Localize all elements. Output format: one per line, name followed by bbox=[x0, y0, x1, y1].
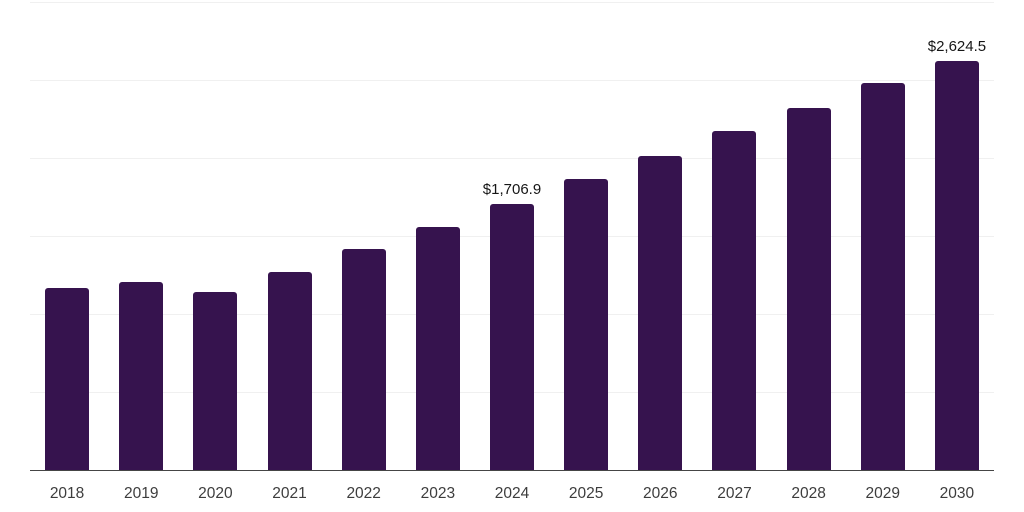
bar-2030 bbox=[934, 60, 979, 470]
bar-2020 bbox=[193, 292, 238, 470]
bar-2021 bbox=[267, 271, 312, 470]
x-axis-line bbox=[30, 470, 994, 471]
bar-2025 bbox=[564, 179, 609, 470]
bar-2022 bbox=[341, 249, 386, 470]
gridline bbox=[30, 80, 994, 81]
bar-2019 bbox=[119, 282, 164, 470]
x-tick-label-2022: 2022 bbox=[346, 485, 381, 502]
bar-2028 bbox=[786, 108, 831, 470]
gridline bbox=[30, 2, 994, 3]
x-tick-label-2025: 2025 bbox=[568, 485, 604, 502]
x-tick-label-2023: 2023 bbox=[420, 485, 456, 502]
bar-2018 bbox=[45, 288, 90, 470]
x-tick-label-2018: 2018 bbox=[49, 485, 85, 502]
x-tick-label-2030: 2030 bbox=[939, 485, 975, 502]
x-tick-label-2024: 2024 bbox=[494, 485, 530, 502]
plot-area: $1,706.9 $2,624.5 bbox=[30, 2, 994, 471]
x-tick-label-2020: 2020 bbox=[198, 485, 233, 502]
x-tick-label-2019: 2019 bbox=[123, 485, 159, 502]
bar-value-label-2030: $2,624.5 bbox=[927, 37, 987, 55]
x-tick-label-2028: 2028 bbox=[791, 485, 826, 502]
bar-2023 bbox=[415, 226, 460, 470]
x-tick-label-2027: 2027 bbox=[717, 485, 752, 502]
bar-2029 bbox=[860, 83, 905, 470]
bar-value-label-2024: $1,706.9 bbox=[482, 180, 542, 198]
bar-2024 bbox=[490, 203, 534, 470]
bar-2026 bbox=[638, 156, 683, 470]
x-tick-label-2021: 2021 bbox=[272, 485, 307, 502]
x-tick-label-2029: 2029 bbox=[865, 485, 900, 502]
gridline bbox=[30, 158, 994, 159]
x-tick-label-2026: 2026 bbox=[643, 485, 678, 502]
bar-2027 bbox=[712, 130, 757, 470]
